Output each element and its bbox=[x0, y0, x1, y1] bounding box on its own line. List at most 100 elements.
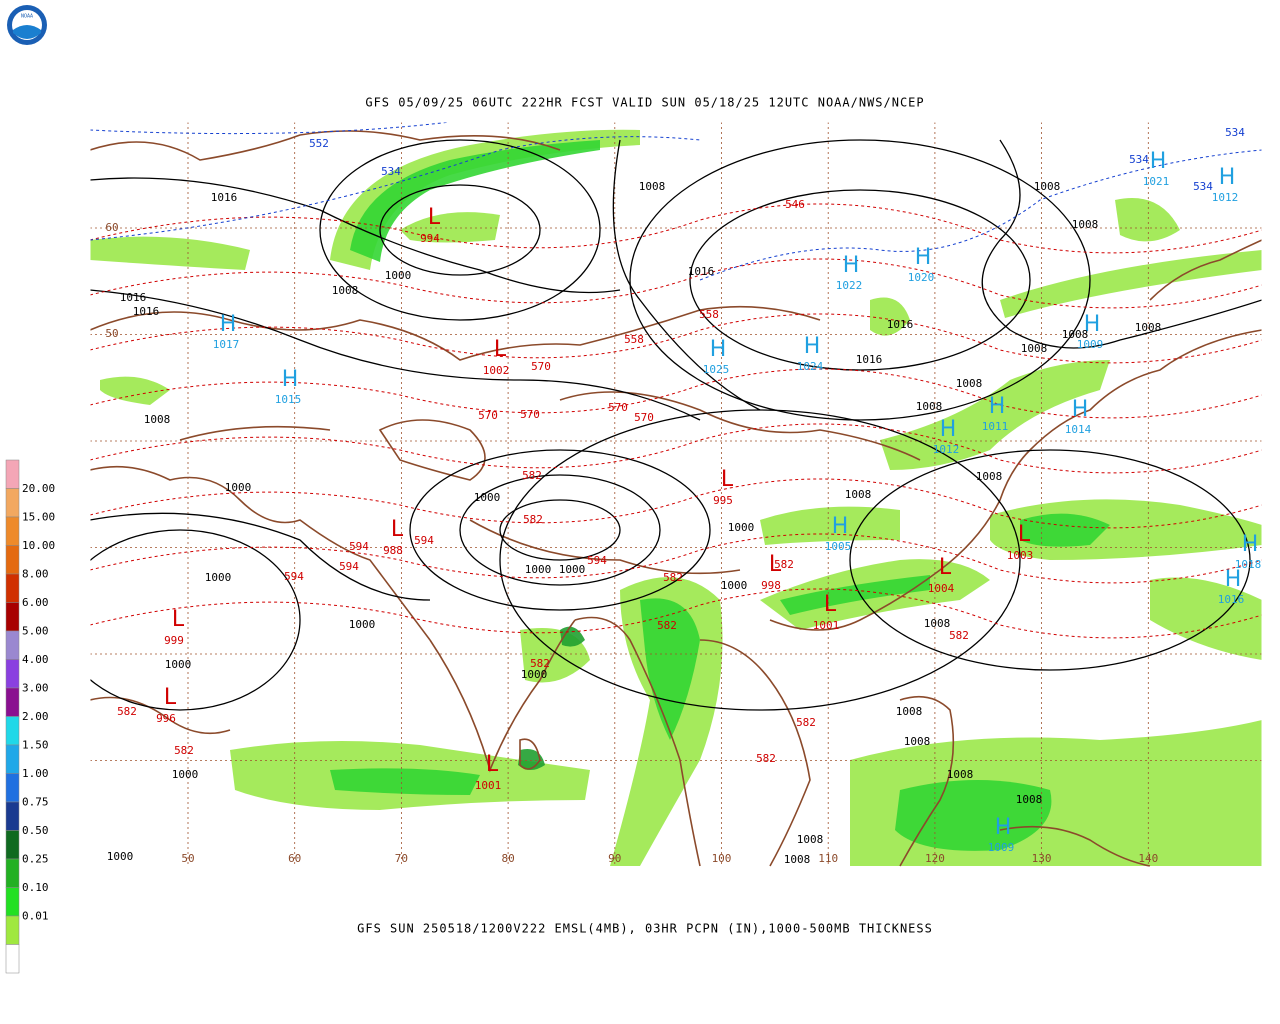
high-value: 1011 bbox=[982, 420, 1009, 433]
longitude-label: 70 bbox=[395, 852, 408, 865]
isobar-label: 1000 bbox=[525, 563, 552, 576]
precip-legend: 20.00 15.00 10.00 8.00 6.00 5.00 4.00 3.00 2.00 1… bbox=[5, 459, 55, 974]
noaa-logo: NOAA bbox=[7, 5, 47, 45]
longitude-label: 140 bbox=[1138, 852, 1158, 865]
high-symbol: H bbox=[1072, 397, 1089, 422]
longitude-label: 120 bbox=[925, 852, 945, 865]
thickness-label: 546 bbox=[785, 198, 805, 211]
isobar bbox=[90, 289, 701, 421]
low-value: 1004 bbox=[928, 582, 955, 595]
low-value: 1001 bbox=[813, 619, 840, 632]
high-value: 1016 bbox=[1218, 593, 1245, 606]
coastline bbox=[574, 616, 701, 867]
high-symbol: H bbox=[940, 417, 957, 442]
high-symbol: H bbox=[804, 334, 821, 359]
thickness-label: 558 bbox=[624, 333, 644, 346]
cold-thickness-contour bbox=[699, 149, 1262, 281]
low-value: 994 bbox=[420, 232, 440, 245]
thickness-label: 582 bbox=[522, 469, 542, 482]
low-symbol: L bbox=[391, 517, 404, 542]
thickness-contour bbox=[90, 478, 1262, 529]
precip-area bbox=[350, 140, 600, 262]
isobar-label: 1008 bbox=[1016, 793, 1043, 806]
high-value: 1012 bbox=[933, 443, 960, 456]
latitude-label: 50 bbox=[105, 327, 118, 340]
legend-swatch bbox=[5, 573, 20, 603]
precip-area bbox=[90, 236, 250, 270]
high-value: 1024 bbox=[797, 360, 824, 373]
isobar-label: 1000 bbox=[385, 269, 412, 282]
thickness-label: 570 bbox=[478, 409, 498, 422]
thickness-label: 594 bbox=[284, 570, 304, 583]
legend-label: 8.00 bbox=[22, 568, 49, 581]
isobar-label: 1000 bbox=[225, 481, 252, 494]
high-value: 1020 bbox=[908, 271, 935, 284]
isobar-label: 1016 bbox=[887, 318, 914, 331]
thickness-label: 582 bbox=[117, 705, 137, 718]
low-symbol: L bbox=[769, 552, 782, 577]
legend-label: 20.00 bbox=[22, 482, 55, 495]
thickness-label: 582 bbox=[774, 558, 794, 571]
legend-swatch bbox=[5, 858, 20, 888]
precip-area bbox=[330, 768, 480, 795]
thickness-label: 582 bbox=[949, 629, 969, 642]
legend-label: 5.00 bbox=[22, 625, 49, 638]
isobar bbox=[409, 449, 711, 611]
longitude-label: 90 bbox=[608, 852, 621, 865]
legend-label: 0.75 bbox=[22, 796, 49, 809]
low-symbol: L bbox=[1018, 522, 1031, 547]
isobar-label: 1000 bbox=[728, 521, 755, 534]
isobar-label: 1016 bbox=[133, 305, 160, 318]
low-symbol: L bbox=[721, 467, 734, 492]
thickness-label: 558 bbox=[699, 308, 719, 321]
isobar bbox=[379, 184, 541, 276]
low-symbol: L bbox=[824, 592, 837, 617]
isobar-label: 1008 bbox=[144, 413, 171, 426]
low-value: 1002 bbox=[483, 364, 510, 377]
thickness-label: 582 bbox=[663, 571, 683, 584]
low-value: 1001 bbox=[475, 779, 502, 792]
isobar-label: 1008 bbox=[1021, 342, 1048, 355]
legend-swatch bbox=[5, 887, 20, 917]
legend-swatch bbox=[5, 773, 20, 803]
isobar-label: 1000 bbox=[205, 571, 232, 584]
legend-label: 0.50 bbox=[22, 824, 49, 837]
low-value: 999 bbox=[164, 634, 184, 647]
low-value: 988 bbox=[383, 544, 403, 557]
legend-label: 15.00 bbox=[22, 511, 55, 524]
high-symbol: H bbox=[710, 337, 727, 362]
legend-swatch bbox=[5, 687, 20, 717]
thickness-label: 594 bbox=[587, 554, 607, 567]
high-symbol: H bbox=[995, 815, 1012, 840]
cold-thickness-contour bbox=[90, 122, 451, 135]
precip-area bbox=[100, 376, 170, 405]
thickness-contour bbox=[90, 368, 1262, 419]
legend-label: 4.00 bbox=[22, 653, 49, 666]
coastline bbox=[90, 465, 431, 641]
coastline bbox=[1029, 329, 1262, 451]
high-symbol: H bbox=[1084, 312, 1101, 337]
legend-swatch bbox=[5, 944, 20, 974]
legend-swatch bbox=[5, 459, 20, 489]
coastline bbox=[469, 519, 741, 575]
isobar bbox=[629, 139, 1091, 421]
precip-area bbox=[880, 360, 1110, 470]
cold-thickness-label: 534 bbox=[1193, 180, 1213, 193]
thickness-contour bbox=[90, 258, 1262, 309]
high-symbol: H bbox=[1219, 165, 1236, 190]
precip-area bbox=[330, 129, 640, 270]
thickness-contour bbox=[90, 313, 1262, 364]
logo-text: NOAA bbox=[21, 14, 33, 20]
legend-label: 1.00 bbox=[22, 767, 49, 780]
thickness-contour bbox=[90, 203, 1262, 254]
isobar-label: 1008 bbox=[784, 853, 811, 866]
coastline bbox=[559, 391, 921, 461]
coastline bbox=[90, 130, 561, 161]
isobar bbox=[499, 499, 621, 561]
isobar-label: 1008 bbox=[896, 705, 923, 718]
logo-wave bbox=[13, 25, 41, 39]
isobar-label: 1008 bbox=[845, 488, 872, 501]
low-value: 998 bbox=[761, 579, 781, 592]
